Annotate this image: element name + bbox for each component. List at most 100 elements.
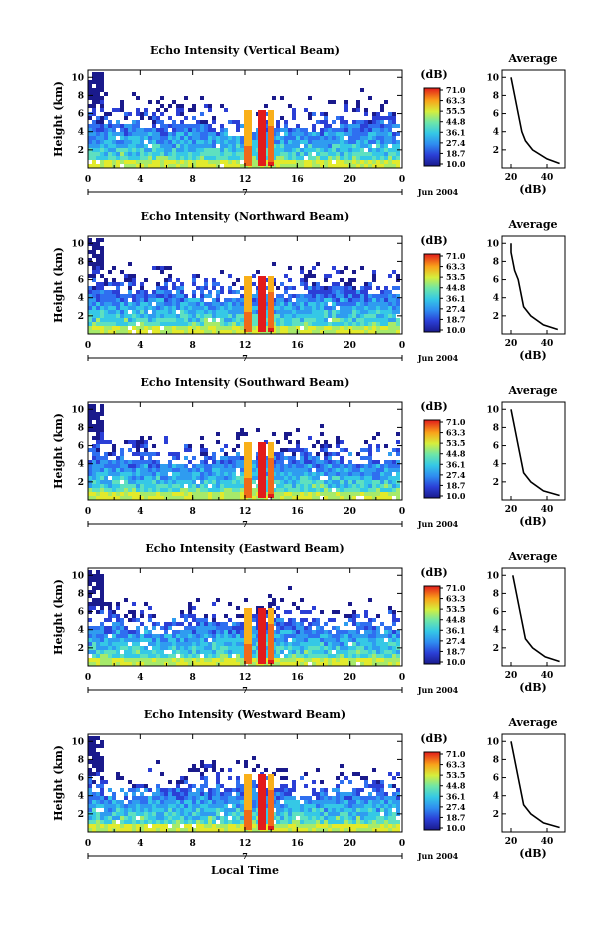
heatmap-cell	[244, 126, 252, 130]
heatmap-cell	[360, 128, 364, 132]
heatmap-cell	[168, 788, 172, 792]
heatmap-cell	[280, 662, 284, 666]
heatmap-cell	[300, 310, 304, 314]
heatmap-cell	[252, 164, 256, 168]
heatmap-cell	[352, 492, 356, 496]
heatmap-cell	[104, 796, 108, 800]
heatmap-cell	[292, 650, 296, 654]
heatmap-cell	[124, 816, 128, 820]
heatmap-cell	[300, 472, 304, 476]
heatmap-cell	[292, 488, 296, 492]
heatmap-cell	[304, 144, 308, 148]
heatmap-cell	[160, 148, 164, 152]
heatmap-cell	[176, 622, 180, 626]
heatmap-cell	[380, 156, 384, 160]
heatmap-cell	[184, 828, 188, 832]
heatmap-cell	[328, 456, 332, 460]
heatmap-cell	[144, 484, 148, 488]
heatmap-cell	[380, 634, 384, 638]
heatmap-cell	[240, 302, 244, 306]
heatmap-cell	[224, 634, 228, 638]
heatmap-cell	[208, 626, 212, 630]
heatmap-cell	[100, 816, 104, 820]
colorbar-level-label: 27.4	[446, 138, 466, 148]
heatmap-cell	[92, 156, 96, 160]
heatmap-cell	[332, 156, 336, 160]
heatmap-cell	[148, 812, 152, 816]
heatmap-cell	[256, 270, 260, 274]
heatmap-cell	[144, 440, 148, 444]
heatmap-cell	[96, 440, 100, 444]
heatmap-cell	[364, 484, 368, 488]
heatmap-cell	[100, 630, 104, 634]
heatmap-cell	[284, 468, 288, 472]
heatmap-cell	[284, 298, 288, 302]
heatmap-cell	[100, 412, 104, 416]
heatmap-cell	[92, 254, 96, 258]
heatmap-cell	[96, 444, 100, 448]
avg-y-tick-label: 2	[493, 312, 499, 322]
heatmap-cell	[120, 468, 124, 472]
heatmap-cell	[140, 314, 144, 318]
heatmap-cell	[364, 622, 368, 626]
heatmap-cell	[104, 488, 108, 492]
heatmap-cell	[188, 326, 192, 330]
heatmap-cell	[180, 124, 184, 128]
heatmap-cell	[184, 614, 188, 618]
heatmap-cell	[280, 496, 284, 500]
heatmap-cell	[196, 156, 200, 160]
heatmap-cell	[276, 812, 280, 816]
panel-title: Echo Intensity (Vertical Beam)	[150, 44, 340, 57]
heatmap-cell	[360, 120, 364, 124]
heatmap-cell	[372, 140, 376, 144]
heatmap-cell	[292, 476, 296, 480]
heatmap-cell	[336, 290, 340, 294]
heatmap-cell	[304, 654, 308, 658]
heatmap-cell	[96, 424, 100, 428]
heatmap-cell	[308, 468, 312, 472]
heatmap-cell	[332, 322, 336, 326]
heatmap-cell	[184, 654, 188, 658]
heatmap-cell	[244, 328, 252, 332]
heatmap-cell	[376, 120, 380, 124]
heatmap-cell	[252, 302, 256, 306]
heatmap-cell	[388, 306, 392, 310]
heatmap-cell	[224, 108, 228, 112]
heatmap-cell	[92, 448, 96, 452]
heatmap-cell	[92, 124, 96, 128]
heatmap-cell	[304, 152, 308, 156]
heatmap-cell	[88, 286, 92, 290]
heatmap-cell	[284, 286, 288, 290]
heatmap-cell	[200, 448, 204, 452]
heatmap-cell	[160, 646, 164, 650]
heatmap-cell	[384, 302, 388, 306]
heatmap-cell	[176, 104, 180, 108]
heatmap-cell	[180, 286, 184, 290]
heatmap-cell	[212, 282, 216, 286]
heatmap-cell	[364, 472, 368, 476]
heatmap-cell	[328, 634, 332, 638]
heatmap-cell	[120, 460, 124, 464]
heatmap-cell	[344, 282, 348, 286]
heatmap-cell	[188, 658, 192, 662]
heatmap-cell	[128, 314, 132, 318]
heatmap-cell	[216, 290, 220, 294]
heatmap-cell	[258, 636, 266, 640]
heatmap-cell	[144, 646, 148, 650]
heatmap-cell	[152, 492, 156, 496]
heatmap-cell	[352, 484, 356, 488]
heatmap-cell	[220, 634, 224, 638]
heatmap-cell	[288, 464, 292, 468]
heatmap-cell	[192, 492, 196, 496]
heatmap-cell	[276, 654, 280, 658]
heatmap-cell	[256, 764, 260, 768]
heatmap-cell	[236, 808, 240, 812]
heatmap-cell	[196, 274, 200, 278]
heatmap-cell	[236, 650, 240, 654]
heatmap-cell	[92, 646, 96, 650]
heatmap-cell	[384, 100, 388, 104]
heatmap-cell	[152, 444, 156, 448]
heatmap-cell	[144, 294, 148, 298]
heatmap-cell	[296, 152, 300, 156]
heatmap-cell	[124, 650, 128, 654]
